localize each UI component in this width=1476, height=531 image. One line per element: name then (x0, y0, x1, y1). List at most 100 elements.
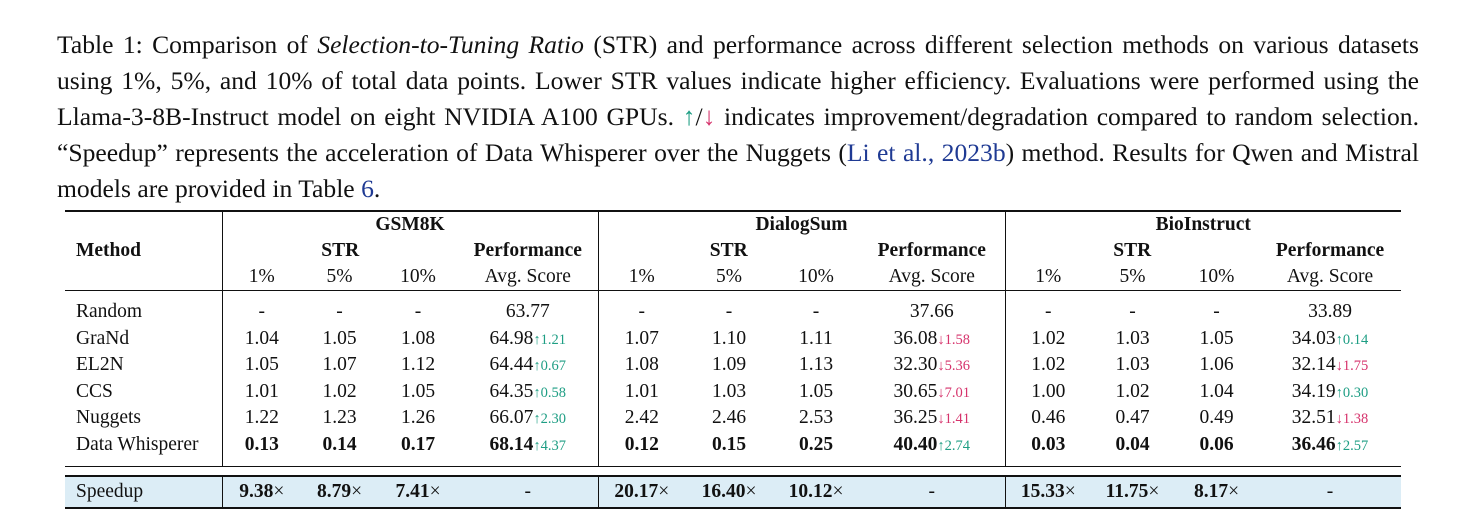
avg-score-value: 32.14 (1291, 354, 1336, 376)
caption-label: Table 1: (57, 30, 143, 59)
method-name: GraNd (76, 327, 130, 349)
str-value: - (812, 301, 820, 323)
caption-text-3: indicates improvement/degradation compar… (57, 102, 1419, 167)
performance-cell: 32.30↓5.36 (859, 352, 1005, 379)
method-name: Data Whisperer (76, 433, 199, 455)
str-value: 1.02 (322, 380, 357, 402)
str-value: 0.12 (597, 431, 685, 458)
str-value: 0.13 (221, 431, 301, 458)
avg-score-value: 32.51 (1291, 407, 1336, 429)
speedup-perf: - (859, 475, 1005, 509)
caption-slash: / (695, 102, 703, 131)
str-value: 1.08 (597, 352, 685, 379)
str-value: 0.14 (322, 433, 357, 455)
results-table: GSM8K DialogSum BioInstruct Method STR P… (65, 210, 1401, 509)
pct-header: 10% (378, 264, 458, 291)
str-value: 1.05 (400, 380, 436, 402)
improvement-delta: ↑2.74 (937, 437, 970, 454)
times-sign: × (1148, 481, 1160, 502)
method-name: CCS (76, 380, 113, 402)
str-value: - (725, 301, 733, 323)
avg-score-value: 68.14 (489, 433, 534, 455)
str-value: 2.53 (798, 407, 834, 429)
speedup-value: 10.12 (788, 481, 833, 502)
speedup-cell: 7.41× (378, 475, 458, 509)
str-value: 1.03 (1115, 327, 1150, 349)
speedup-label: Speedup (65, 475, 222, 509)
speedup-cell: 11.75× (1091, 475, 1174, 509)
degradation-delta: ↓7.01 (937, 384, 970, 401)
avg-score-value: 34.03 (1291, 327, 1336, 349)
improvement-delta: ↑4.37 (533, 437, 566, 454)
avg-score-value: 32.30 (893, 354, 938, 376)
method-name: EL2N (76, 354, 124, 376)
str-header: STR (1004, 238, 1259, 264)
degradation-delta: ↓1.38 (1335, 411, 1369, 428)
avg-score-value: 36.46 (1291, 433, 1336, 455)
table-row: Random - - - 63.77 - - - 37.66 - - - 33.89 (65, 299, 1401, 326)
citation-link[interactable]: Li et al., 2023b (847, 138, 1006, 167)
str-value: 0.49 (1199, 407, 1234, 429)
speedup-value: 7.41 (395, 481, 430, 502)
performance-cell: 32.51↓1.38 (1259, 405, 1401, 432)
str-header: STR (221, 238, 458, 264)
str-value: 0.04 (1115, 433, 1150, 455)
str-value: - (221, 299, 301, 326)
pct-header: 5% (1091, 264, 1174, 291)
performance-cell: 36.08↓1.58 (859, 326, 1005, 353)
str-value: 1.04 (221, 325, 301, 352)
pct-header: 1% (221, 264, 301, 291)
performance-header: Performance (877, 240, 986, 261)
improvement-delta: ↑0.67 (533, 358, 566, 375)
str-value: 1.02 (1004, 352, 1091, 379)
performance-cell: 68.14↑4.37 (458, 432, 598, 459)
avg-score-value: 64.44 (489, 354, 534, 376)
str-value: 1.01 (597, 378, 685, 405)
times-sign: × (273, 481, 285, 502)
speedup-cell: 16.40× (685, 475, 773, 509)
method-name: Nuggets (76, 407, 141, 429)
table-reference-link[interactable]: 6 (361, 174, 374, 203)
table-row: EL2N 1.05 1.07 1.12 64.44↑0.67 1.08 1.09 1.13 32… (65, 352, 1401, 379)
str-value: 1.05 (221, 352, 301, 379)
times-sign: × (1064, 481, 1076, 502)
performance-cell: 64.35↑0.58 (458, 379, 598, 406)
avg-score-value: 66.07 (489, 407, 534, 429)
dataset-bioinstruct: BioInstruct (1004, 210, 1401, 238)
pct-header: 1% (1004, 264, 1091, 291)
str-value: 0.47 (1115, 407, 1150, 429)
improvement-delta: ↑2.57 (1335, 437, 1369, 454)
str-value: 0.15 (711, 433, 747, 455)
str-value: 1.09 (711, 354, 747, 376)
times-sign: × (745, 481, 757, 502)
str-value: 1.05 (322, 327, 357, 349)
performance-cell: 36.46↑2.57 (1259, 432, 1401, 459)
up-arrow-icon: ↑ (682, 102, 696, 131)
speedup-value: 15.33 (1020, 481, 1065, 502)
speedup-cell: 8.17× (1174, 475, 1259, 509)
degradation-delta: ↓1.41 (937, 411, 970, 428)
str-value: 0.06 (1199, 433, 1234, 455)
caption-text-4: ) method. Results for Qwen and Mistral m… (57, 138, 1419, 203)
speedup-value: 8.17 (1193, 481, 1229, 502)
str-value: 1.05 (1199, 327, 1234, 349)
str-value: - (1213, 301, 1220, 323)
avg-score-value: 64.35 (489, 380, 534, 402)
speedup-cell: 15.33× (1004, 475, 1091, 509)
str-value: 1.10 (711, 327, 747, 349)
str-value: 1.08 (400, 327, 436, 349)
avg-score-value: 37.66 (909, 301, 954, 323)
str-value: 1.11 (799, 327, 833, 349)
improvement-delta: ↑0.30 (1335, 384, 1369, 401)
caption-text-2: (STR) and performance across different s… (57, 30, 1419, 131)
performance-cell: 34.03↑0.14 (1259, 326, 1401, 353)
times-sign: × (832, 481, 844, 502)
times-sign: × (429, 481, 441, 502)
avg-score-value: 36.25 (893, 407, 938, 429)
avg-score-value: 34.19 (1291, 380, 1336, 402)
str-value: 1.22 (221, 405, 301, 432)
header-row-metrics: Method STR Performance STR Performance S… (65, 238, 1401, 264)
method-header: Method (76, 240, 141, 261)
str-value: 1.03 (1115, 354, 1150, 376)
str-value: 1.03 (711, 380, 747, 402)
